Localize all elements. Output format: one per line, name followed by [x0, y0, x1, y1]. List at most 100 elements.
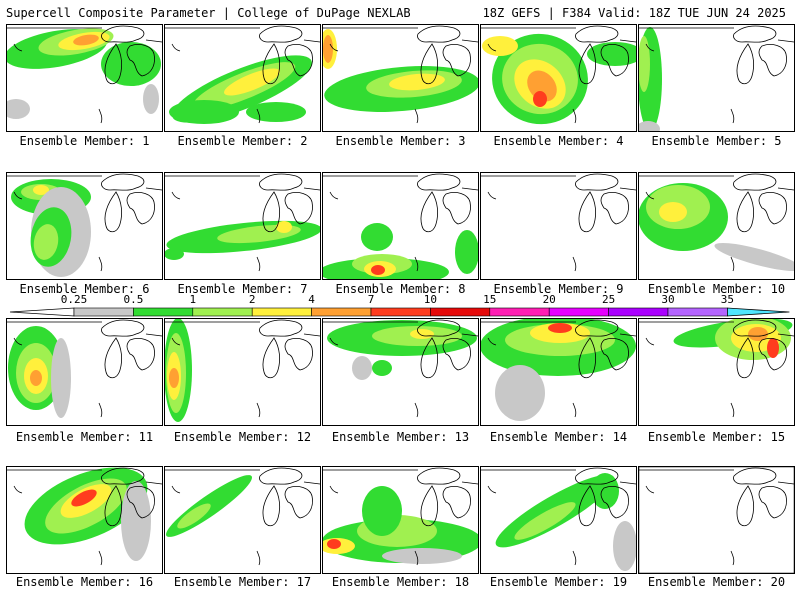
- page-title: Supercell Composite Parameter | College …: [6, 6, 411, 20]
- ensemble-panel: [638, 24, 795, 132]
- scp-contour-fill: [514, 502, 576, 540]
- valid-time: 18Z GEFS | F384 Valid: 18Z TUE JUN 24 20…: [482, 6, 786, 20]
- map-outline: [164, 319, 321, 418]
- panel-caption: Ensemble Member: 19: [489, 575, 628, 589]
- colorbar-segment: [608, 307, 669, 317]
- map-outline: [638, 25, 795, 124]
- colorbar-segment: [192, 307, 253, 317]
- panel-caption: Ensemble Member: 3: [335, 134, 466, 148]
- map-outline: [6, 173, 163, 272]
- scp-map: [164, 318, 321, 426]
- scp-contour-fill: [613, 521, 637, 571]
- ensemble-panel: [164, 172, 321, 280]
- colorbar-tick-label: 0.25: [61, 293, 88, 306]
- map-outline: [638, 173, 795, 272]
- panel-caption: Ensemble Member: 9: [493, 282, 624, 296]
- map-outline: [164, 25, 321, 124]
- colorbar-segment: [548, 307, 609, 317]
- scp-contour-fill: [164, 248, 184, 260]
- colorbar-segment: [489, 307, 550, 317]
- panel-caption: Ensemble Member: 8: [335, 282, 466, 296]
- ensemble-panel: [480, 24, 637, 132]
- scp-map: [638, 318, 795, 426]
- scp-contour-fill: [548, 323, 572, 333]
- map-outline: [322, 319, 479, 418]
- ensemble-panel: [480, 466, 637, 574]
- map-outline: [638, 467, 795, 566]
- ensemble-panel: [6, 24, 163, 132]
- ensemble-panel: [480, 318, 637, 426]
- ensemble-panel: [6, 318, 163, 426]
- map-outline: [164, 173, 321, 272]
- scp-contour-fill: [327, 539, 341, 549]
- panel-caption: Ensemble Member: 10: [647, 282, 786, 296]
- scp-contour-fill: [121, 481, 151, 561]
- panel-caption: Ensemble Member: 1: [19, 134, 150, 148]
- scp-map: [6, 318, 163, 426]
- map-outline: [480, 25, 637, 124]
- panel-caption: Ensemble Member: 16: [15, 575, 154, 589]
- scp-contour-fill: [482, 36, 518, 56]
- ensemble-panel: [638, 466, 795, 574]
- colorbar-segment: [430, 307, 491, 317]
- scp-contour-fill: [101, 42, 161, 86]
- scp-contour-fill: [323, 35, 333, 63]
- scp-contour-fill: [33, 224, 59, 260]
- scp-contour-fill: [371, 265, 385, 275]
- scp-contour-fill: [169, 100, 239, 124]
- scp-contour-fill: [410, 329, 434, 339]
- panel-caption: Ensemble Member: 2: [177, 134, 308, 148]
- colorbar-segment: [73, 307, 134, 317]
- ensemble-panel: [638, 318, 795, 426]
- ensemble-panel: [6, 172, 163, 280]
- colorbar-segment: [370, 307, 431, 317]
- scp-contour-fill: [73, 34, 99, 46]
- scp-contour-fill: [372, 360, 392, 376]
- scp-contour-fill: [389, 73, 445, 91]
- ensemble-panel: [638, 172, 795, 280]
- colorbar-svg: 0.25 0.5 1 2 4 7 10 15 20 25 30 35: [9, 293, 790, 317]
- scp-contour-fill: [533, 91, 547, 107]
- scp-contour-fill: [382, 548, 462, 564]
- ensemble-panel: [322, 172, 479, 280]
- scp-contour-fill: [276, 221, 292, 233]
- scp-contour-fill: [224, 68, 280, 96]
- scp-contour-fill: [352, 356, 372, 380]
- colorbar-tick-label: 15: [483, 293, 496, 306]
- map-outline: [638, 319, 795, 418]
- colorbar-segment: [667, 307, 728, 317]
- panel-caption: Ensemble Member: 15: [647, 430, 786, 444]
- scp-contour-fill: [361, 223, 393, 251]
- scp-map: [322, 318, 479, 426]
- map-outline: [322, 173, 479, 272]
- scp-contour-fill: [362, 486, 402, 536]
- scp-map: [638, 172, 795, 280]
- map-outline: [6, 25, 163, 124]
- scp-contour-fill: [51, 338, 71, 418]
- colorbar-segment: [251, 307, 312, 317]
- ensemble-panel: [164, 24, 321, 132]
- ensemble-panel: [6, 466, 163, 574]
- scp-map: [638, 24, 795, 132]
- scp-contour-fill: [638, 121, 660, 132]
- colorbar-tick-label: 30: [661, 293, 674, 306]
- panel-caption: Ensemble Member: 13: [331, 430, 470, 444]
- colorbar-tick-label: 2: [249, 293, 256, 306]
- map-outline: [322, 467, 479, 566]
- colorbar-tick-label: 0.5: [123, 293, 143, 306]
- ensemble-panel: [322, 466, 479, 574]
- panel-caption: Ensemble Member: 11: [15, 430, 154, 444]
- scp-map: [322, 24, 479, 132]
- colorbar-tick-label: 25: [602, 293, 615, 306]
- colorbar-tick-label: 7: [368, 293, 375, 306]
- scp-contour-fill: [30, 370, 42, 386]
- panel-caption: Ensemble Member: 6: [19, 282, 150, 296]
- ensemble-panel: [322, 24, 479, 132]
- scp-contour-fill: [143, 84, 159, 114]
- map-outline: [480, 467, 637, 566]
- map-outline: [6, 467, 163, 566]
- scp-contour-fill: [714, 243, 795, 271]
- colorbar-tick-label: 10: [424, 293, 437, 306]
- panel-caption: Ensemble Member: 4: [493, 134, 624, 148]
- scp-contour-fill: [591, 473, 619, 509]
